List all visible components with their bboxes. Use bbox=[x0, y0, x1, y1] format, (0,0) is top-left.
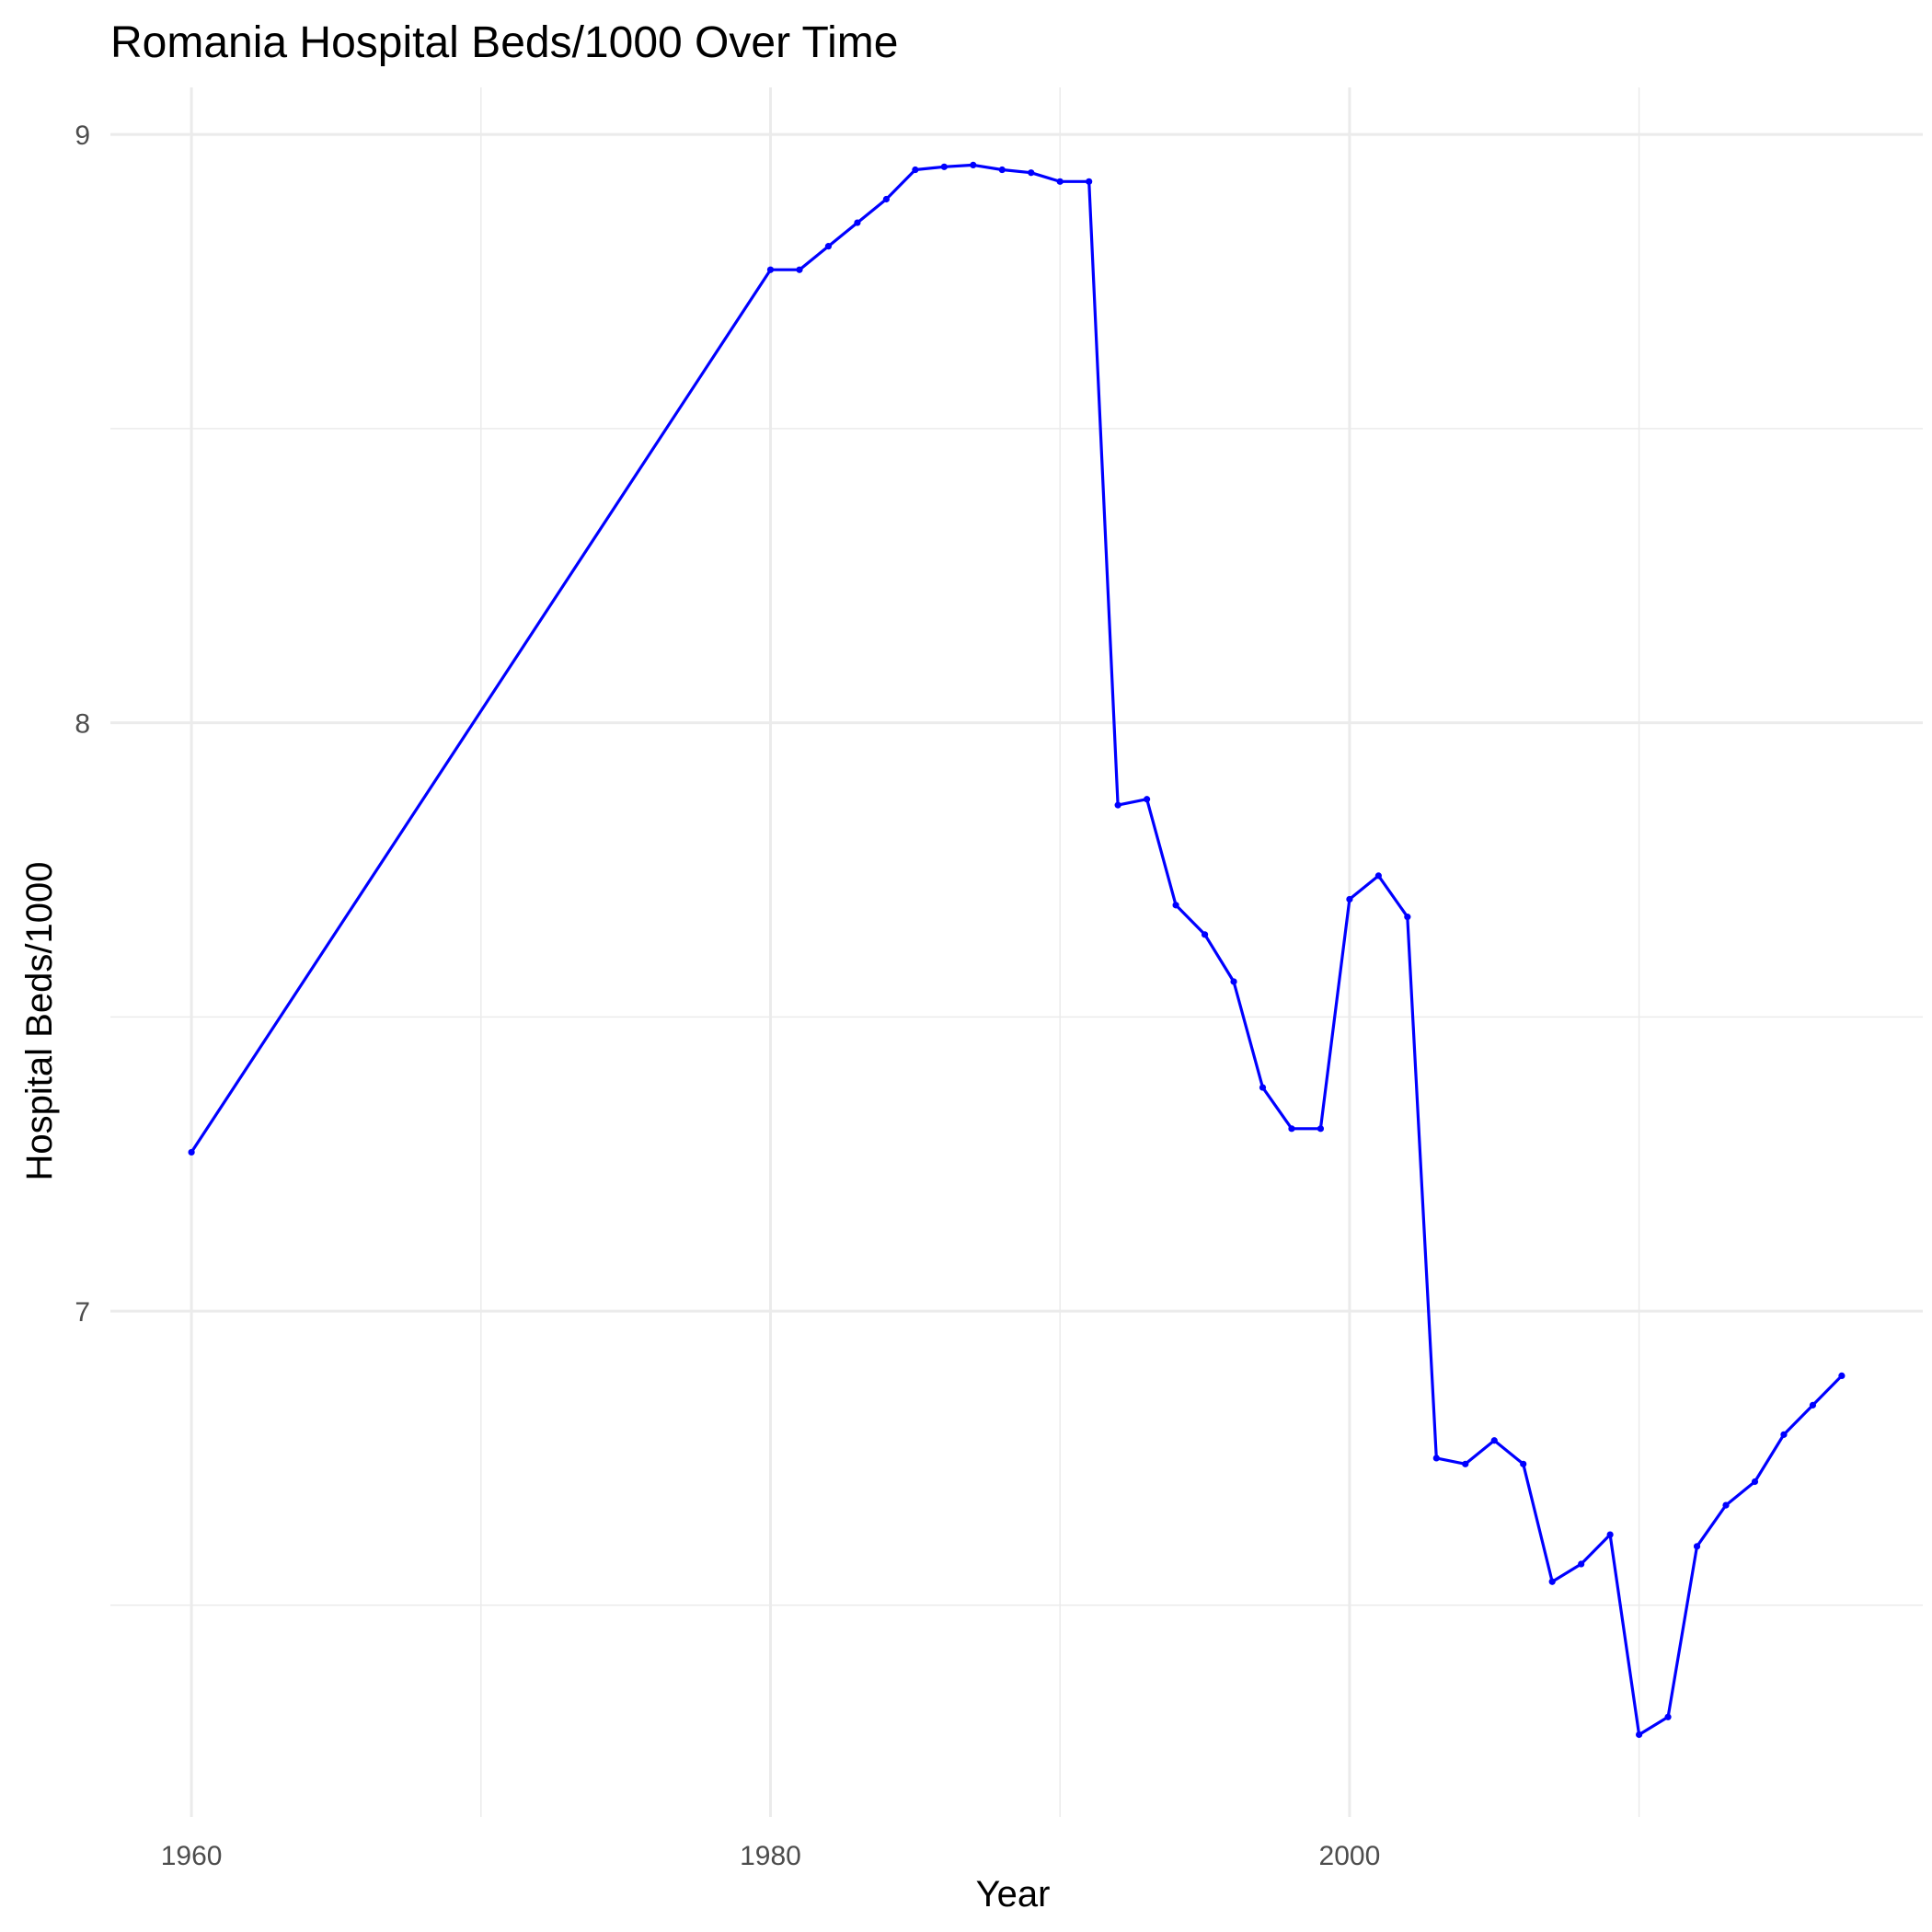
chart-title: Romania Hospital Beds/1000 Over Time bbox=[110, 18, 898, 67]
x-tick-label: 1960 bbox=[161, 1841, 223, 1871]
data-point bbox=[1288, 1125, 1295, 1133]
data-point bbox=[1114, 801, 1121, 809]
y-axis-title: Hospital Beds/1000 bbox=[19, 862, 60, 1181]
data-point bbox=[1028, 169, 1035, 177]
data-point bbox=[1144, 796, 1151, 803]
data-point bbox=[1374, 872, 1382, 880]
data-point bbox=[1201, 931, 1209, 938]
data-point bbox=[1635, 1731, 1643, 1739]
data-point bbox=[1056, 178, 1064, 185]
data-point bbox=[1172, 902, 1179, 909]
data-point bbox=[854, 219, 861, 226]
data-point bbox=[1317, 1125, 1325, 1133]
series-layer bbox=[188, 161, 1846, 1739]
y-tick-label: 7 bbox=[75, 1297, 90, 1328]
data-point bbox=[1520, 1460, 1527, 1467]
data-point bbox=[970, 161, 977, 169]
data-point bbox=[940, 163, 948, 170]
data-point bbox=[1578, 1560, 1585, 1568]
data-point bbox=[1346, 895, 1353, 903]
data-point bbox=[824, 243, 833, 250]
data-point bbox=[1780, 1431, 1788, 1438]
data-point bbox=[1490, 1437, 1498, 1444]
data-point bbox=[1838, 1372, 1846, 1380]
data-point bbox=[1693, 1543, 1701, 1550]
data-point bbox=[912, 166, 919, 174]
x-tick-label: 1980 bbox=[740, 1841, 801, 1871]
data-point bbox=[188, 1148, 195, 1156]
data-point bbox=[1432, 1455, 1440, 1462]
data-point bbox=[1404, 914, 1411, 921]
data-point bbox=[1230, 978, 1237, 985]
data-point bbox=[1751, 1478, 1759, 1486]
grid-layer bbox=[110, 87, 1923, 1817]
data-point bbox=[1259, 1084, 1267, 1091]
data-point bbox=[1664, 1713, 1672, 1720]
data-point bbox=[1462, 1460, 1469, 1467]
data-point bbox=[1606, 1531, 1614, 1538]
y-tick-label: 8 bbox=[75, 709, 90, 740]
y-tick-label: 9 bbox=[75, 121, 90, 151]
data-point bbox=[766, 266, 775, 273]
x-tick-label: 2000 bbox=[1319, 1841, 1381, 1871]
tick-layer: 1960 1980 2000 7 8 9 bbox=[75, 121, 1380, 1871]
data-point bbox=[1722, 1501, 1730, 1509]
data-point bbox=[1548, 1578, 1556, 1585]
data-point bbox=[1809, 1401, 1817, 1409]
data-point bbox=[882, 195, 890, 203]
series-line bbox=[190, 163, 1844, 1737]
x-axis-title: Year bbox=[976, 1874, 1051, 1915]
data-point bbox=[998, 166, 1006, 174]
data-point bbox=[1086, 178, 1093, 185]
data-point bbox=[796, 266, 803, 273]
